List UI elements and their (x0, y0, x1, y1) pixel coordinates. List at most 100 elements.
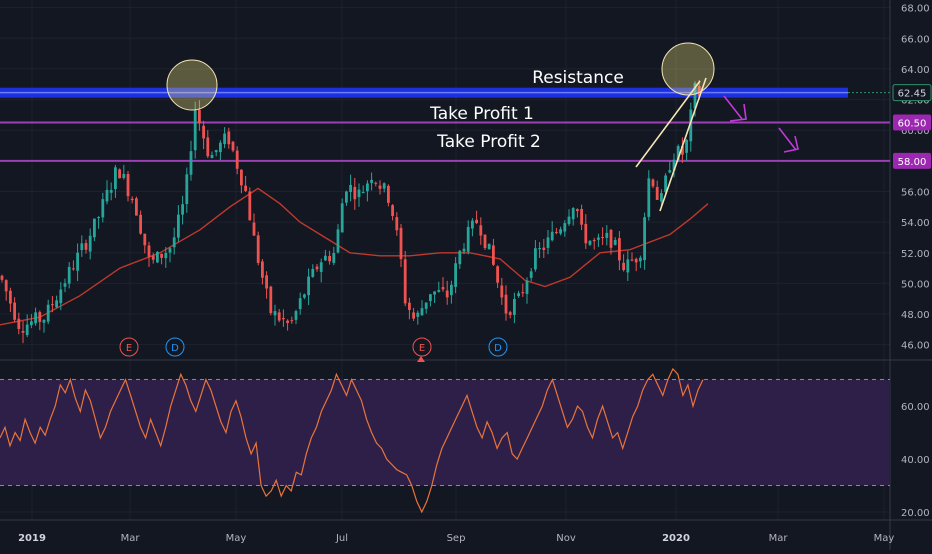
candle-body (424, 302, 428, 309)
candle-body (538, 248, 541, 250)
moving-average-line (0, 187, 709, 326)
candle-body (605, 232, 609, 238)
candle-body (697, 86, 701, 97)
candle-body (298, 298, 302, 310)
candle-body (391, 205, 394, 216)
candles (0, 79, 701, 344)
rsi-line (0, 367, 704, 514)
time-tick-label: Jul (335, 533, 348, 544)
candle-body (550, 231, 554, 241)
candle-body (504, 294, 508, 314)
candle-body (30, 321, 33, 326)
candle-body (286, 320, 289, 324)
candle-body (592, 239, 596, 242)
candle-body (353, 186, 357, 200)
candle-body (429, 294, 432, 302)
time-tick-label: 2020 (662, 533, 690, 544)
candle-body (202, 125, 205, 139)
candle-body (399, 227, 403, 260)
candle-body (139, 214, 142, 234)
candle-body (487, 243, 491, 250)
candle-body (542, 247, 546, 250)
candle-body (248, 191, 252, 221)
event-marker-letter: E (419, 343, 425, 354)
candle-body (93, 218, 96, 238)
candle-body (231, 141, 235, 151)
candle-body (437, 289, 441, 292)
rsi-series-line (0, 367, 704, 514)
user-drawings (166, 42, 799, 212)
candle-body (210, 154, 214, 159)
candle-body (177, 214, 180, 238)
candle-body (395, 217, 399, 231)
candle-body (492, 245, 495, 265)
candle-body (382, 183, 386, 189)
candle-body (546, 237, 550, 248)
candle-body (244, 185, 247, 191)
candle-body (269, 286, 273, 314)
candle-body (143, 233, 147, 246)
arrow-down-icon (723, 95, 747, 122)
arrow-down-icon (778, 127, 799, 153)
candle-body (462, 248, 466, 252)
candle-body (13, 302, 16, 320)
candle-body (303, 294, 306, 298)
candle-body (63, 283, 67, 287)
candle-body (496, 266, 499, 283)
candle-body (256, 235, 260, 263)
candle-body (479, 225, 483, 236)
candle-body (122, 173, 126, 179)
event-marker (412, 337, 432, 357)
candle-body (681, 146, 684, 155)
candle-body (9, 290, 12, 304)
candle-body (168, 248, 172, 253)
moving-average (0, 187, 709, 326)
candle-body (227, 131, 231, 145)
take-profit-1-badge-label: 60.50 (898, 119, 927, 130)
rsi-tick-label: 20.00 (901, 508, 930, 519)
candle-body (34, 312, 37, 324)
candle-body (21, 331, 25, 333)
candle-body (668, 170, 672, 173)
take-profit-1-label: Take Profit 1 (429, 104, 534, 124)
candle-body (571, 208, 575, 220)
candle-body (521, 292, 525, 294)
wedge-lower-line (659, 77, 707, 212)
candle-body (618, 238, 621, 261)
candle-body (588, 240, 592, 245)
candle-body (189, 151, 193, 175)
candle-body (67, 266, 71, 284)
candle-body (282, 317, 285, 320)
time-tick-label: Nov (556, 533, 576, 544)
candle-body (584, 223, 588, 244)
candle-body (76, 252, 79, 271)
candle-body (109, 190, 113, 193)
candle-body (185, 174, 189, 204)
candle-body (156, 251, 159, 263)
candle-body (51, 304, 54, 306)
candle-body (101, 199, 105, 218)
candle-body (387, 185, 390, 203)
price-tick-label: 48.00 (901, 310, 930, 321)
candle-body (319, 262, 323, 272)
candle-body (126, 173, 130, 197)
candle-body (105, 189, 109, 202)
event-marker-letter: D (171, 343, 179, 354)
candle-body (534, 248, 537, 270)
candle-body (88, 235, 92, 252)
price-tick-label: 68.00 (901, 4, 930, 15)
candle-body (219, 142, 222, 153)
candle-body (118, 169, 121, 179)
wedge-upper-line (635, 80, 701, 168)
candle-body (672, 159, 676, 171)
candle-body (693, 83, 697, 109)
price-tick-label: 60.00 (901, 126, 930, 137)
candle-body (84, 243, 88, 250)
candle-body (458, 250, 462, 265)
candle-body (471, 220, 474, 229)
candle-body (147, 245, 151, 257)
resistance-badge-label: 62.45 (898, 89, 927, 100)
